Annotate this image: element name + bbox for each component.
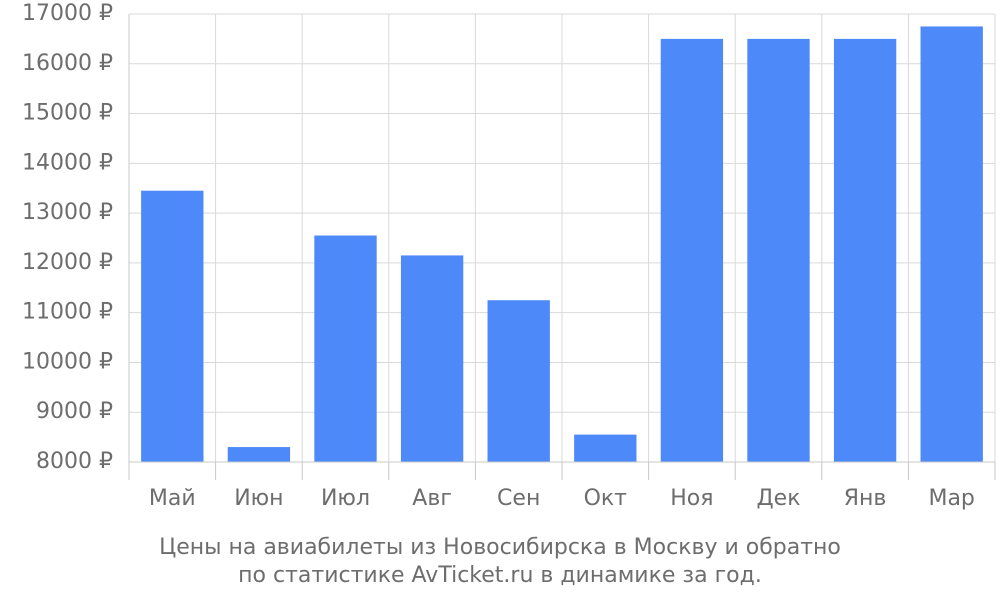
bar-1: [141, 190, 204, 462]
y-tick-label: 11000 ₽: [22, 300, 113, 325]
bar-7: [660, 38, 724, 463]
y-tick-label: 16000 ₽: [22, 51, 113, 76]
y-tick-label: 13000 ₽: [22, 200, 113, 225]
y-tick-label: 17000 ₽: [22, 1, 113, 26]
bar-4: [400, 255, 464, 462]
chart-title-line-2: по статистике AvTicket.ru в динамике за …: [238, 563, 762, 588]
x-tick-label: Сен: [497, 486, 540, 511]
bar-6: [574, 434, 637, 462]
y-tick-label: 12000 ₽: [22, 250, 113, 275]
bar-8: [747, 38, 810, 463]
bar-3: [314, 235, 377, 462]
y-tick-labels: 8000 ₽ 9000 ₽ 10000 ₽ 11000 ₽ 12000 ₽ 13000 ₽…: [22, 1, 113, 474]
y-tick-label: 10000 ₽: [22, 349, 113, 374]
x-tick-label: Дек: [756, 486, 800, 511]
y-tick-label: 9000 ₽: [36, 399, 113, 424]
axis-layer: [128, 14, 996, 480]
x-tick-label: Мар: [928, 486, 974, 511]
x-tick-label: Июл: [321, 486, 370, 511]
y-tick-label: 8000 ₽: [36, 449, 113, 474]
bars-layer: [141, 26, 983, 463]
x-tick-label: Авг: [412, 486, 452, 511]
bar-2: [227, 447, 291, 462]
y-tick-label: 15000 ₽: [22, 101, 113, 126]
x-tick-label: Янв: [844, 486, 887, 511]
chart-title-line-1: Цены на авиабилеты из Новосибирска в Мос…: [159, 535, 841, 560]
x-tick-label: Ноя: [670, 486, 713, 511]
x-tick-labels: Май Июн Июл Авг Сен Окт Ноя Дек Янв Мар: [149, 486, 975, 511]
bar-10: [920, 26, 983, 462]
y-tick-label: 14000 ₽: [22, 150, 113, 175]
bar-9: [833, 38, 897, 463]
bar-chart: 8000 ₽ 9000 ₽ 10000 ₽ 11000 ₽ 12000 ₽ 13000 ₽…: [22, 1, 996, 511]
bar-5: [487, 300, 550, 462]
x-tick-label: Окт: [584, 486, 628, 511]
x-tick-label: Май: [149, 486, 196, 511]
x-tick-label: Июн: [234, 486, 283, 511]
